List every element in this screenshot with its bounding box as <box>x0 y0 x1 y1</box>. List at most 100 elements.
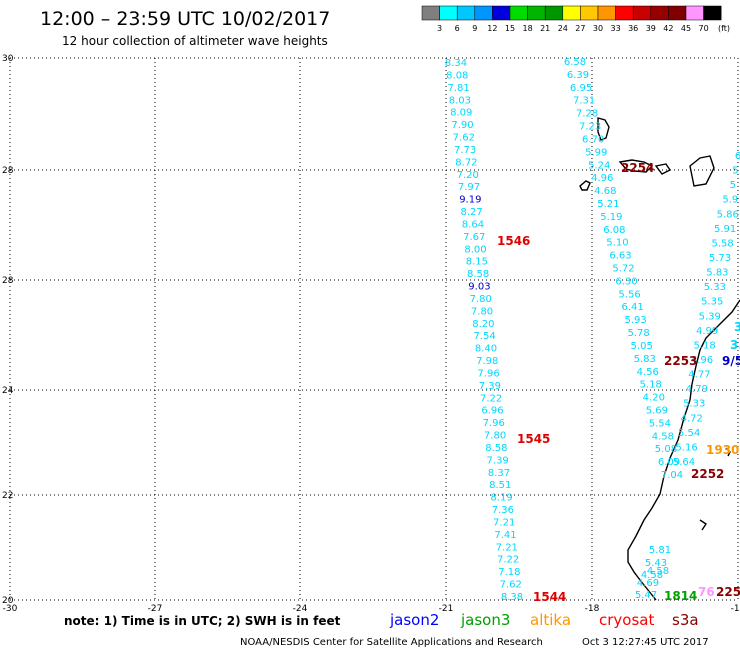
swh-observation: 4.69 <box>637 578 659 589</box>
swh-observation: 5.83 <box>634 354 656 365</box>
scale-swatch <box>544 5 564 21</box>
coast-notch <box>725 447 731 457</box>
scale-tick-label: 70 <box>699 24 709 33</box>
swh-observation: 8.19 <box>490 493 512 504</box>
scale-tick-label: 45 <box>681 24 691 33</box>
scale-tick-label: 6 <box>455 24 460 33</box>
swh-observation: 8.72 <box>455 157 477 168</box>
pass-time-label: 1545 <box>517 432 550 446</box>
swh-observation: 5.99 <box>585 147 607 158</box>
coastline <box>579 117 740 601</box>
map-title: 12:00 – 23:59 UTC 10/02/2017 <box>40 8 330 30</box>
swh-observation: 7.20 <box>457 170 479 181</box>
lon-tick-label: -27 <box>148 604 163 614</box>
swh-observation: 5 <box>732 166 738 177</box>
pass-time-label: 1544 <box>533 590 566 604</box>
swh-observation: 4.99 <box>696 326 718 337</box>
swh-observation: 7.21 <box>496 542 518 553</box>
footer-note: note: 1) Time is in UTC; 2) SWH is in fe… <box>64 614 341 628</box>
swh-observation: 5.54 <box>649 418 671 429</box>
swh-observation: 7.80 <box>470 294 492 305</box>
swh-observation: 6.96 <box>481 406 503 417</box>
swh-observation: 5.54 <box>678 428 700 439</box>
canary-island-central-2 <box>654 163 672 175</box>
swh-observation: 4.77 <box>688 370 710 381</box>
swh-observation: 7.39 <box>479 381 501 392</box>
swh-observation: 5.24 <box>588 160 610 171</box>
track-south-cluster: 5.81 5.434.584.694.58 5.47 <box>635 545 671 601</box>
swh-observation: 7.18 <box>498 567 520 578</box>
scale-swatch <box>527 5 546 21</box>
scale-swatch <box>509 5 528 21</box>
pass-time-label: 225 <box>716 585 740 599</box>
scale-swatch <box>492 5 511 21</box>
lat-tick-label: 30 <box>2 54 14 64</box>
satellite-jason2-label: jason2 <box>389 611 439 629</box>
timestamp: Oct 3 12:27:45 UTC 2017 <box>582 637 709 648</box>
pass-time-label: 1814 <box>664 589 697 603</box>
swh-observation: 7.81 <box>447 83 469 94</box>
swh-observation: 7.80 <box>484 431 506 442</box>
swh-observation: 5.33 <box>704 282 726 293</box>
swh-observation: 7.23 <box>579 122 601 133</box>
canary-island-central <box>618 159 654 173</box>
lon-tick-label: -15 <box>731 604 740 614</box>
swh-observation: 8.20 <box>472 319 494 330</box>
swh-observation: 8.38 <box>501 592 523 603</box>
scale-tick-label: 33 <box>611 24 621 33</box>
swh-observation: 5.73 <box>709 253 731 264</box>
swh-observation: 6.09 <box>658 457 680 468</box>
swh-observation: 8.58 <box>485 443 507 454</box>
swh-observation: 7.22 <box>480 393 502 404</box>
scale-swatch <box>562 5 581 21</box>
scale-tick-label: 21 <box>540 24 550 33</box>
swh-observation: 6.95 <box>570 83 592 94</box>
satellite-altika-label: altika <box>530 611 571 629</box>
swh-observation: 5.78 <box>628 328 650 339</box>
swh-observation: 7.62 <box>453 133 475 144</box>
scale-tick-label: 27 <box>575 24 585 33</box>
satellite-cryosat-label: cryosat <box>599 611 654 629</box>
swh-observation: 6 <box>735 151 740 162</box>
swh-observation: 4.58 <box>641 570 663 581</box>
scale-tick-label: 39 <box>646 24 656 33</box>
swh-observation: 9.03 <box>468 282 490 293</box>
pass-time-label: 76 <box>698 585 715 599</box>
madeira-island <box>597 117 610 141</box>
pass-time-label: 2254 <box>621 161 654 175</box>
swh-observation: 8.15 <box>466 257 488 268</box>
swh-observation: 7.96 <box>477 368 499 379</box>
wave-height-color-scale: 3 6 9 12 15 18 21 24 27 30 33 36 39 42 45 70 <box>421 5 722 33</box>
swh-observation: 6.41 <box>621 302 643 313</box>
swh-observation: 7.80 <box>471 306 493 317</box>
pass-time-label: 1930 <box>706 443 739 457</box>
swh-observation: 8.34 <box>445 58 467 69</box>
scale-tick-label: 36 <box>628 24 638 33</box>
swh-observation: 4.56 <box>637 367 659 378</box>
swh-observation: 5.69 <box>646 405 668 416</box>
lon-tick-label: -21 <box>439 604 454 614</box>
swh-observation: 5.35 <box>701 297 723 308</box>
swh-observation: 5.43 <box>645 558 667 569</box>
scale-tick-label: 9 <box>472 24 477 33</box>
swh-observation: 6.58 <box>564 57 586 68</box>
swh-observation: 7.39 <box>487 455 509 466</box>
swh-observation: 7.36 <box>492 505 514 516</box>
satellite-legend: jason2 jason3 altika cryosat s3a <box>389 611 699 629</box>
swh-observation: 5.19 <box>600 212 622 223</box>
swh-observation: 5.81 <box>649 545 671 556</box>
swh-observation: 7.98 <box>476 356 498 367</box>
lat-tick-label: 28 <box>2 276 14 286</box>
axis-tick-labels: -30 -27 -24 -21 -18 -15 30 28 28 24 22 20 <box>2 54 740 614</box>
swh-observation: 5.86 <box>717 209 739 220</box>
map-subtitle: 12 hour collection of altimeter wave hei… <box>62 34 328 48</box>
swh-observation: 5.18 <box>640 380 662 391</box>
swh-observation: 5.83 <box>706 268 728 279</box>
swh-observation: 7.67 <box>463 232 485 243</box>
scale-swatch <box>615 5 634 21</box>
swh-observation: 4.58 <box>647 566 669 577</box>
lon-tick-label: -24 <box>293 604 308 614</box>
swh-observation: 5.08 <box>655 444 677 455</box>
swh-observation: 5.58 <box>711 238 733 249</box>
swh-observation: 5.05 <box>631 341 653 352</box>
